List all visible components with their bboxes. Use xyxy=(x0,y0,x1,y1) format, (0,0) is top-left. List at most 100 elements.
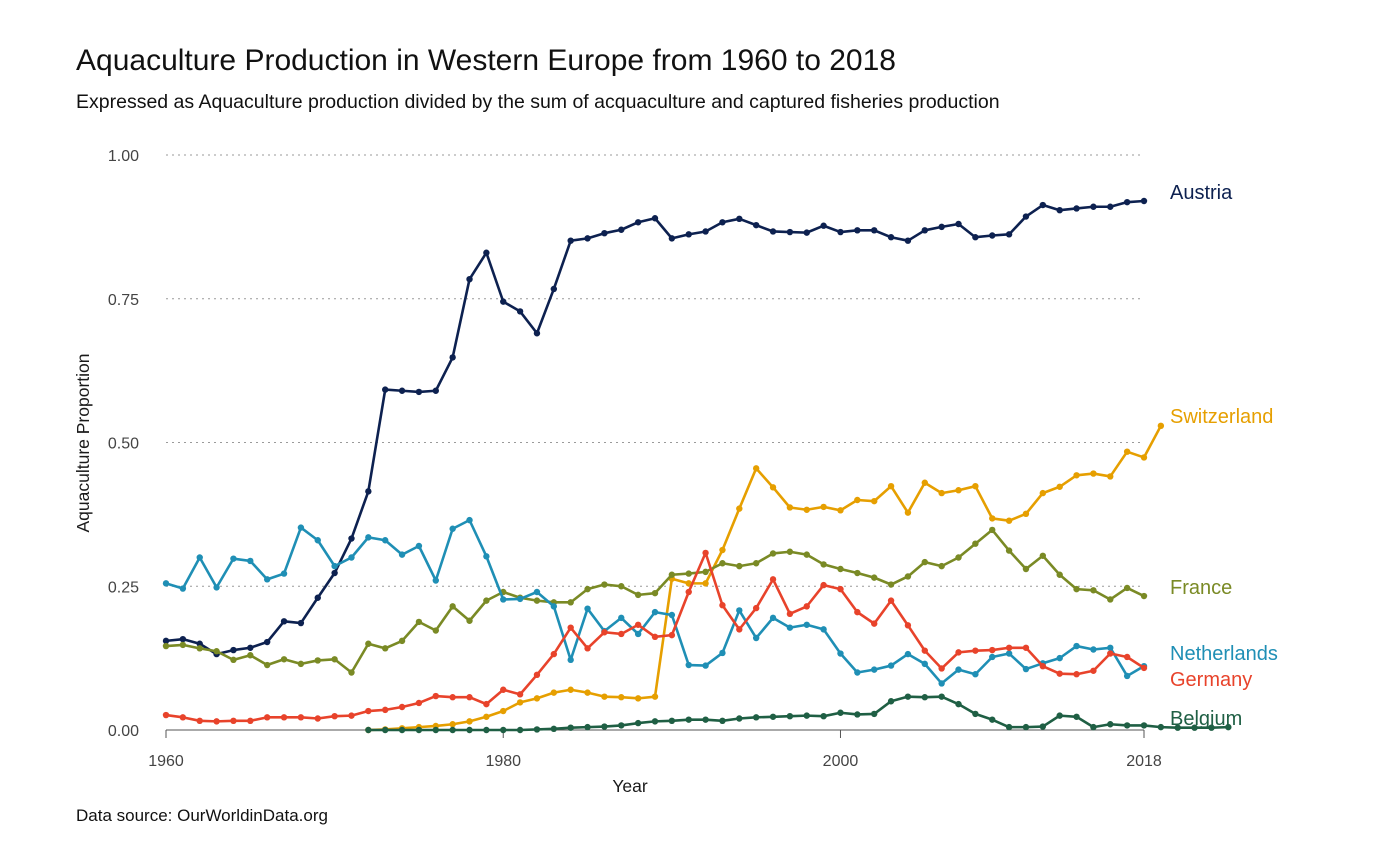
data-point xyxy=(651,693,659,700)
data-point xyxy=(820,222,827,229)
data-point xyxy=(331,569,338,577)
data-point xyxy=(786,504,794,511)
data-source-note: Data source: OurWorldinData.org xyxy=(76,806,328,825)
data-point xyxy=(1073,205,1080,212)
data-point xyxy=(618,630,625,638)
data-point xyxy=(247,717,254,724)
data-point xyxy=(972,647,979,654)
data-point xyxy=(1022,510,1030,517)
data-point xyxy=(871,574,878,581)
data-point xyxy=(1191,724,1198,731)
data-point xyxy=(921,558,928,566)
data-point xyxy=(432,627,439,634)
data-point xyxy=(837,585,844,593)
data-point xyxy=(179,714,187,721)
data-point xyxy=(854,496,861,504)
data-point xyxy=(921,227,928,234)
data-point xyxy=(533,330,541,337)
chart-subtitle: Expressed as Aquaculture production divi… xyxy=(76,91,1000,113)
y-tick-label: 0.00 xyxy=(108,723,139,740)
x-axis-title: Year xyxy=(612,776,648,796)
data-point xyxy=(904,573,912,580)
data-point xyxy=(854,569,861,577)
data-point xyxy=(550,603,558,610)
series-line-belgium xyxy=(368,695,1229,732)
y-tick-label: 0.75 xyxy=(108,292,139,309)
data-point xyxy=(887,234,895,241)
data-point xyxy=(1022,213,1030,220)
data-point xyxy=(1107,473,1114,480)
data-point xyxy=(1090,587,1097,594)
data-point xyxy=(1022,644,1030,651)
data-point xyxy=(719,560,726,567)
data-point xyxy=(398,387,406,394)
data-point xyxy=(854,711,861,718)
data-point xyxy=(196,640,203,647)
data-point xyxy=(213,648,220,655)
data-point xyxy=(668,235,676,242)
data-point xyxy=(449,603,456,610)
data-point xyxy=(348,712,355,719)
data-point xyxy=(685,716,692,723)
data-point xyxy=(280,618,288,625)
data-point xyxy=(584,689,591,696)
data-point xyxy=(398,551,406,558)
data-point xyxy=(618,694,625,701)
data-point xyxy=(415,618,423,626)
data-point xyxy=(972,540,979,547)
data-point xyxy=(516,595,524,603)
data-point xyxy=(651,633,659,641)
data-point xyxy=(584,235,591,242)
data-point xyxy=(719,602,726,609)
x-tick-label: 2000 xyxy=(823,753,859,770)
data-point xyxy=(483,597,490,604)
data-point xyxy=(466,516,473,524)
data-point xyxy=(752,634,760,642)
data-point xyxy=(719,219,726,226)
data-point xyxy=(601,581,608,588)
data-point xyxy=(516,726,524,734)
data-point xyxy=(584,585,591,593)
data-point xyxy=(685,661,692,669)
data-point xyxy=(263,576,271,583)
data-point xyxy=(837,507,844,514)
data-point xyxy=(449,525,456,532)
data-point xyxy=(1225,723,1232,731)
data-point xyxy=(1056,654,1063,662)
data-point xyxy=(550,285,558,293)
y-tick-label: 0.25 xyxy=(108,579,139,596)
data-point xyxy=(348,669,355,676)
data-point xyxy=(955,554,962,561)
data-point xyxy=(702,662,709,669)
data-point xyxy=(989,232,996,239)
data-point xyxy=(668,631,676,639)
data-point xyxy=(871,710,878,718)
data-point xyxy=(1022,565,1030,573)
data-point xyxy=(280,656,288,663)
data-point xyxy=(1107,596,1114,603)
data-point xyxy=(1107,203,1114,210)
data-point xyxy=(719,546,726,554)
data-point xyxy=(769,576,777,583)
data-point xyxy=(786,713,794,720)
data-point xyxy=(483,713,490,720)
data-point xyxy=(752,604,760,612)
data-point xyxy=(1123,722,1131,729)
data-point xyxy=(1107,650,1114,657)
data-point xyxy=(500,726,507,734)
series-belgium xyxy=(365,693,1232,734)
data-point xyxy=(955,649,962,656)
data-point xyxy=(1107,644,1114,651)
data-point xyxy=(938,693,945,700)
data-point xyxy=(382,386,389,393)
data-point xyxy=(314,715,321,722)
data-point xyxy=(1090,203,1097,210)
data-point xyxy=(736,562,743,570)
data-point xyxy=(449,694,456,701)
data-point xyxy=(736,626,743,633)
data-point xyxy=(533,588,541,596)
data-point xyxy=(618,583,625,590)
data-point xyxy=(820,626,827,633)
data-point xyxy=(1005,231,1013,238)
data-point xyxy=(500,298,507,305)
